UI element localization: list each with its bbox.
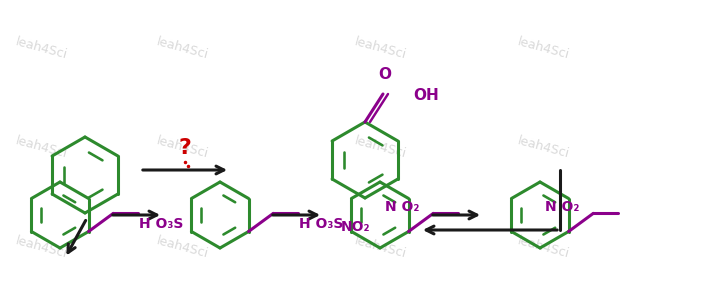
- Text: H O₃S: H O₃S: [299, 216, 344, 231]
- Text: NO₂: NO₂: [340, 220, 370, 234]
- Text: leah4Sci: leah4Sci: [156, 35, 211, 61]
- Text: leah4Sci: leah4Sci: [14, 35, 69, 61]
- Text: leah4Sci: leah4Sci: [354, 135, 409, 161]
- Text: leah4Sci: leah4Sci: [354, 234, 409, 260]
- Text: N O₂: N O₂: [385, 200, 419, 214]
- Text: leah4Sci: leah4Sci: [516, 35, 571, 61]
- Text: N O₂: N O₂: [545, 200, 579, 214]
- Text: leah4Sci: leah4Sci: [354, 35, 409, 61]
- Text: O: O: [378, 67, 392, 82]
- Text: leah4Sci: leah4Sci: [14, 234, 69, 260]
- Text: leah4Sci: leah4Sci: [156, 135, 211, 161]
- Text: ?: ?: [179, 138, 192, 158]
- Text: OH: OH: [413, 89, 439, 103]
- Text: leah4Sci: leah4Sci: [156, 234, 211, 260]
- Text: leah4Sci: leah4Sci: [14, 135, 69, 161]
- Text: H O₃S: H O₃S: [139, 216, 183, 231]
- Text: leah4Sci: leah4Sci: [516, 234, 571, 260]
- Text: leah4Sci: leah4Sci: [516, 135, 571, 161]
